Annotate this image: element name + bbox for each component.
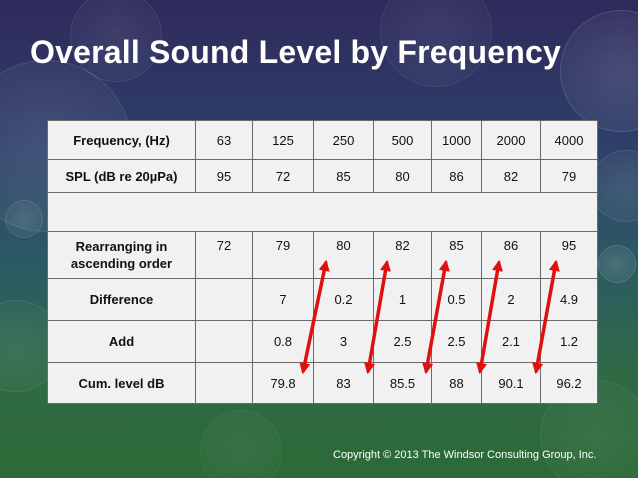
table-cell: 63 [195, 120, 253, 160]
background-bokeh-circle [200, 410, 282, 478]
table-cell [195, 362, 253, 404]
table-cell [195, 320, 253, 363]
table-cell: 79 [540, 159, 598, 193]
table-cell: 86 [431, 159, 482, 193]
table-cell [195, 278, 253, 321]
row-label-spl: SPL (dB re 20µPa) [47, 159, 196, 193]
table-row-cumulative: Cum. level dB 79.8 83 85.5 88 90.1 96.2 [47, 362, 598, 404]
table-cell: 90.1 [481, 362, 541, 404]
copyright-footer: Copyright © 2013 The Windsor Consulting … [333, 449, 597, 461]
table-row-rearranged: Rearranging in ascending order 72 79 80 … [47, 231, 598, 279]
table-cell: 250 [313, 120, 374, 160]
table-cell: 125 [252, 120, 314, 160]
table-cell: 2.1 [481, 320, 541, 363]
background-bokeh-circle [70, 0, 162, 82]
table-row-spl: SPL (dB re 20µPa) 95 72 85 80 86 82 79 [47, 159, 598, 193]
row-label-add: Add [47, 320, 196, 363]
table-row-add: Add 0.8 3 2.5 2.5 2.1 1.2 [47, 320, 598, 363]
blank-spacer-cell [47, 192, 598, 232]
table-cell: 1 [373, 278, 432, 321]
table-row-frequency: Frequency, (Hz) 63 125 250 500 1000 2000… [47, 120, 598, 160]
table-cell: 2.5 [373, 320, 432, 363]
table-cell: 82 [481, 159, 541, 193]
table-cell: 83 [313, 362, 374, 404]
table-cell: 3 [313, 320, 374, 363]
row-label-frequency: Frequency, (Hz) [47, 120, 196, 160]
table-cell: 2 [481, 278, 541, 321]
table-cell: 85.5 [373, 362, 432, 404]
table-cell: 72 [195, 231, 253, 279]
table-cell: 2000 [481, 120, 541, 160]
table-cell: 95 [540, 231, 598, 279]
table-cell: 0.8 [252, 320, 314, 363]
table-cell: 1000 [431, 120, 482, 160]
row-label-rearranged: Rearranging in ascending order [47, 231, 196, 279]
slide-title: Overall Sound Level by Frequency [30, 34, 562, 70]
table-cell: 86 [481, 231, 541, 279]
row-label-cumulative: Cum. level dB [47, 362, 196, 404]
table-cell: 4000 [540, 120, 598, 160]
table-cell: 7 [252, 278, 314, 321]
table-cell: 80 [373, 159, 432, 193]
table-cell: 85 [431, 231, 482, 279]
table-row-difference: Difference 7 0.2 1 0.5 2 4.9 [47, 278, 598, 321]
table-cell: 79.8 [252, 362, 314, 404]
table-cell: 0.5 [431, 278, 482, 321]
table-cell: 82 [373, 231, 432, 279]
sound-level-table: Frequency, (Hz) 63 125 250 500 1000 2000… [47, 120, 598, 404]
table-cell: 500 [373, 120, 432, 160]
table-cell: 0.2 [313, 278, 374, 321]
background-bokeh-circle [5, 200, 43, 238]
table-cell: 72 [252, 159, 314, 193]
table-row-blank [47, 192, 598, 232]
background-bokeh-circle [598, 245, 636, 283]
table-cell: 96.2 [540, 362, 598, 404]
table-cell: 80 [313, 231, 374, 279]
table-cell: 95 [195, 159, 253, 193]
table-cell: 79 [252, 231, 314, 279]
row-label-difference: Difference [47, 278, 196, 321]
table-cell: 1.2 [540, 320, 598, 363]
background-bokeh-circle [560, 10, 638, 132]
table-cell: 2.5 [431, 320, 482, 363]
table-cell: 4.9 [540, 278, 598, 321]
table-cell: 88 [431, 362, 482, 404]
table-cell: 85 [313, 159, 374, 193]
